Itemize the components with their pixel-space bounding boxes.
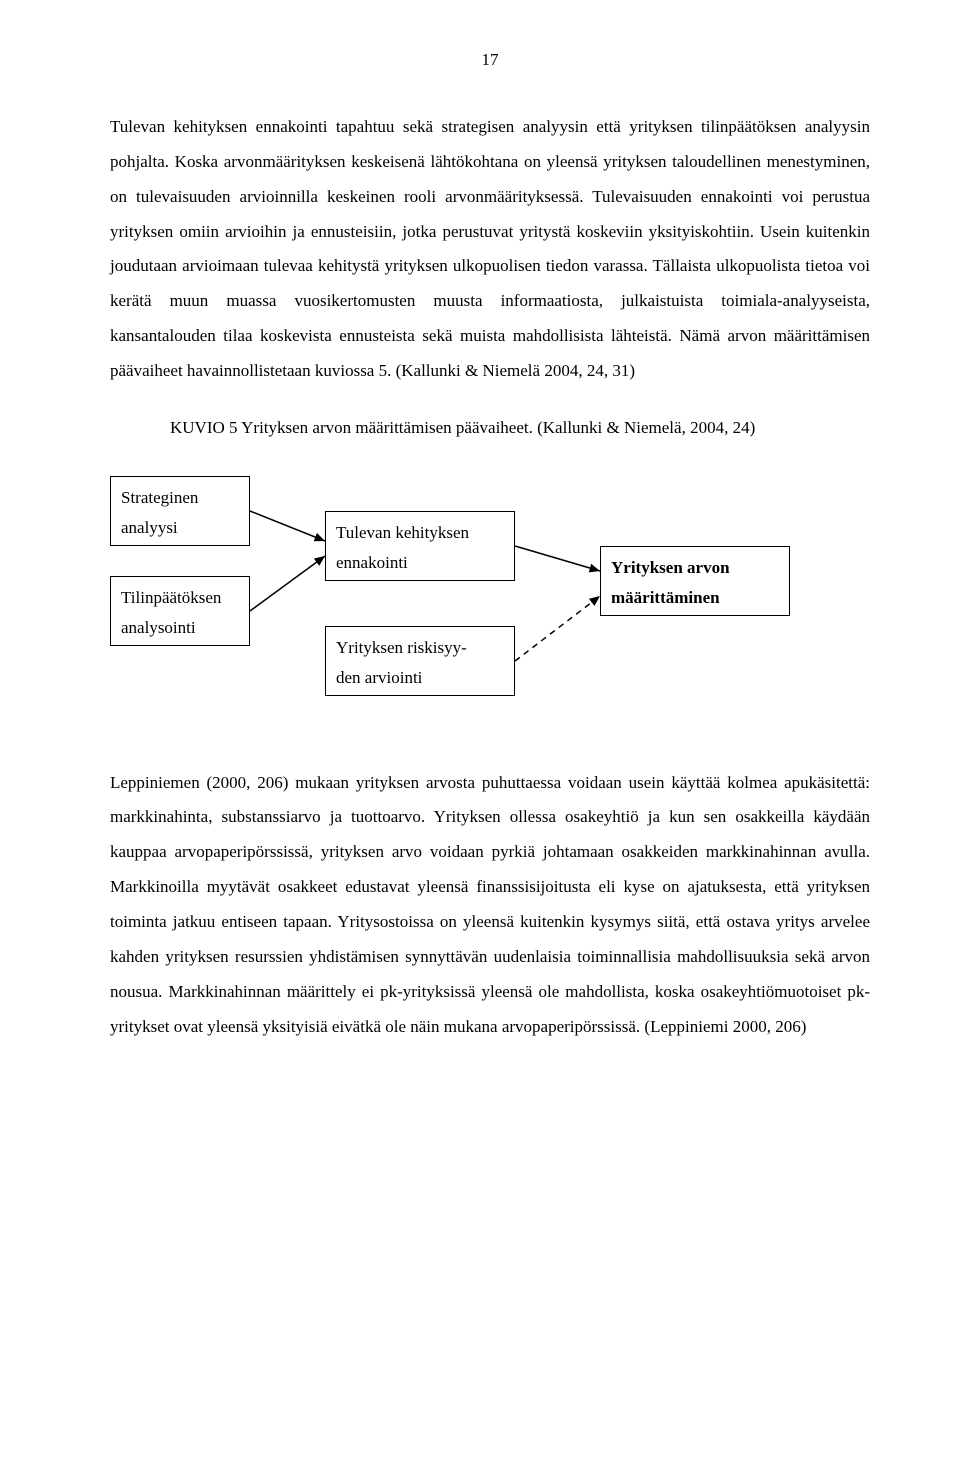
arrow-accounts-to-forecast — [250, 556, 325, 611]
box-financial-analysis: Tilinpäätöksenanalysointi — [110, 576, 250, 646]
figure-5-diagram: Strateginenanalyysi Tilinpäätöksenanalys… — [110, 476, 870, 736]
arrow-strategic-to-forecast — [250, 511, 325, 541]
figure-caption: KUVIO 5 Yrityksen arvon määrittämisen pä… — [170, 411, 870, 446]
arrow-risk-to-value — [515, 596, 600, 661]
arrow-forecast-to-value — [515, 546, 600, 571]
box-forecast: Tulevan kehityksenennakointi — [325, 511, 515, 581]
paragraph-1: Tulevan kehityksen ennakointi tapahtuu s… — [110, 110, 870, 389]
paragraph-2: Leppiniemen (2000, 206) mukaan yrityksen… — [110, 766, 870, 1045]
box-risk-assessment: Yrityksen riskisyy-den arviointi — [325, 626, 515, 696]
box-value-determination: Yrityksen arvonmäärittäminen — [600, 546, 790, 616]
box-strategic-analysis: Strateginenanalyysi — [110, 476, 250, 546]
page-container: 17 Tulevan kehityksen ennakointi tapahtu… — [0, 0, 960, 1464]
page-number: 17 — [110, 50, 870, 70]
